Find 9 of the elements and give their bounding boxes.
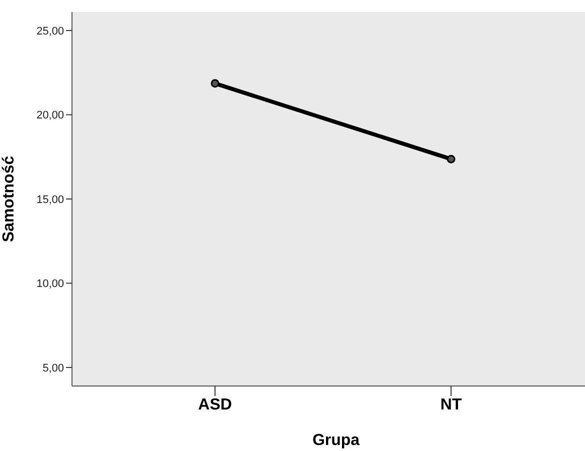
x-tick-label: NT (440, 396, 462, 414)
y-tick-label: 5,00 (42, 362, 64, 374)
y-tick-label: 10,00 (36, 278, 64, 290)
y-tick-label: 25,00 (36, 25, 64, 38)
y-tick-label: 15,00 (36, 194, 64, 206)
y-axis-title: Samotność (0, 156, 18, 242)
x-tick-label: ASD (198, 396, 232, 414)
x-axis-title: Grupa (312, 432, 360, 449)
y-tick-label: 20,00 (36, 110, 64, 122)
